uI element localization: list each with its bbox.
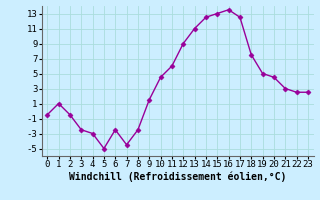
X-axis label: Windchill (Refroidissement éolien,°C): Windchill (Refroidissement éolien,°C) (69, 172, 286, 182)
